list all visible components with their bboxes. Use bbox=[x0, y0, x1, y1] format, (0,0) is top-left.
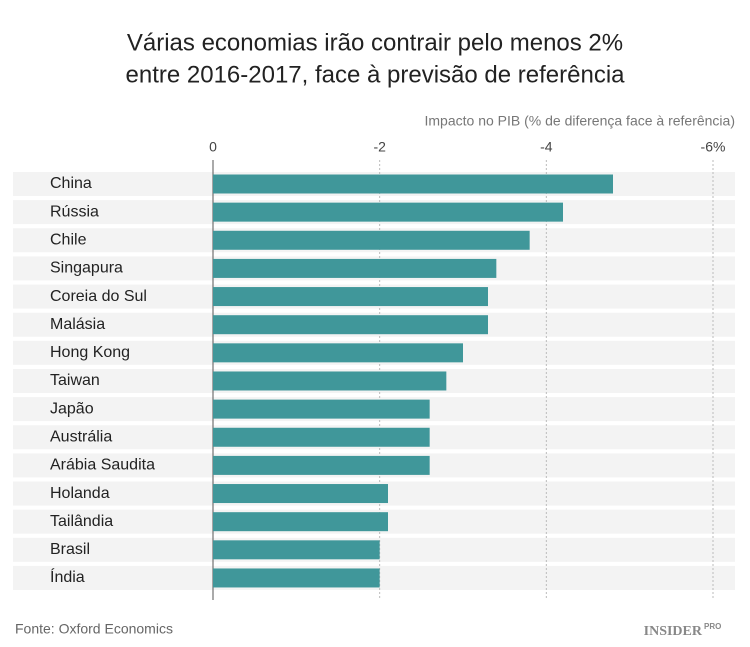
y-tick-label: China bbox=[50, 175, 92, 192]
y-tick-label: Austrália bbox=[50, 428, 112, 445]
chart-title: entre 2016-2017, face à previsão de refe… bbox=[126, 61, 626, 88]
y-tick-label: Tailândia bbox=[50, 513, 113, 530]
y-tick-label: Holanda bbox=[50, 485, 110, 502]
bar bbox=[213, 230, 530, 250]
bar bbox=[213, 258, 497, 278]
bar bbox=[213, 343, 463, 363]
bar bbox=[213, 427, 430, 447]
bar bbox=[213, 315, 488, 335]
logo: INSIDER bbox=[644, 624, 703, 639]
chart-title: Várias economias irão contrair pelo meno… bbox=[127, 29, 623, 56]
x-tick-label: 0 bbox=[209, 139, 217, 155]
bar bbox=[213, 287, 488, 307]
bar bbox=[213, 512, 388, 532]
y-tick-label: Japão bbox=[50, 400, 94, 417]
x-tick-label: -4 bbox=[540, 139, 553, 155]
y-tick-label: Malásia bbox=[50, 316, 105, 333]
bar bbox=[213, 540, 380, 560]
logo: PRO bbox=[704, 622, 721, 631]
bar bbox=[213, 484, 388, 504]
bar bbox=[213, 371, 447, 391]
y-tick-label: Rússia bbox=[50, 203, 99, 220]
y-tick-label: Coreia do Sul bbox=[50, 288, 147, 305]
y-tick-label: Brasil bbox=[50, 541, 90, 558]
bar bbox=[213, 568, 380, 588]
y-tick-label: Hong Kong bbox=[50, 344, 130, 361]
bar bbox=[213, 399, 430, 419]
y-tick-label: Chile bbox=[50, 231, 87, 248]
y-tick-label: Taiwan bbox=[50, 372, 100, 389]
y-tick-label: Índia bbox=[50, 567, 85, 586]
y-tick-label: Arábia Saudita bbox=[50, 457, 155, 474]
y-tick-label: Singapura bbox=[50, 260, 123, 277]
bar bbox=[213, 455, 430, 475]
bar bbox=[213, 202, 563, 222]
axis-label: Impacto no PIB (% de diferença face à re… bbox=[425, 113, 736, 129]
bar bbox=[213, 174, 613, 194]
source: Fonte: Oxford Economics bbox=[15, 621, 173, 637]
x-tick-label: -6% bbox=[701, 139, 726, 155]
x-tick-label: -2 bbox=[373, 139, 386, 155]
